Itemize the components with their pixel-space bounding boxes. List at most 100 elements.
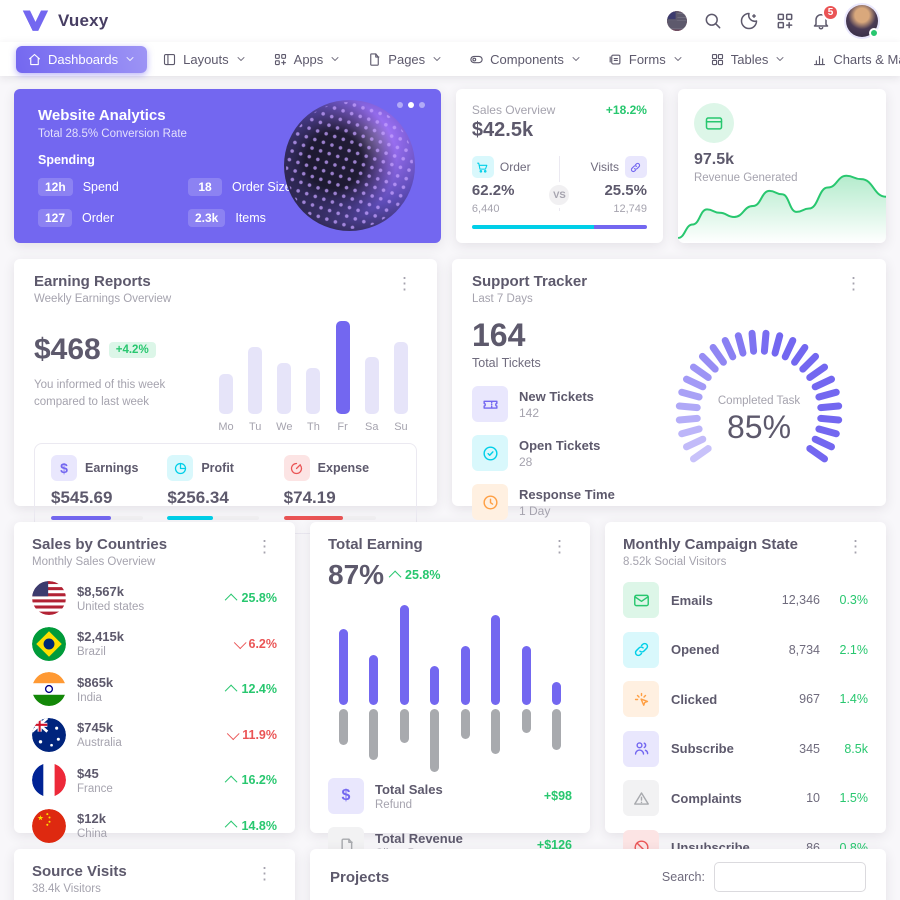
campaign-percent: 0.3% bbox=[839, 593, 869, 607]
country-change: 12.4% bbox=[224, 682, 277, 697]
expense-stat: Expense $74.19 bbox=[283, 455, 400, 520]
visits-count: 12,749 bbox=[613, 203, 647, 215]
earning-bar-pair bbox=[369, 603, 379, 760]
country-row-brazil: $2,415k Brazil 6.2% bbox=[32, 626, 277, 661]
campaign-percent: 2.1% bbox=[839, 642, 869, 657]
clock-icon bbox=[472, 484, 508, 520]
stat-value-chip: 18 bbox=[188, 178, 222, 196]
trend-chevron-icon bbox=[224, 820, 237, 834]
stat-value-chip: 2.3k bbox=[188, 209, 226, 227]
country-amount: $2,415k bbox=[77, 629, 124, 644]
campaign-percent: 1.4% bbox=[839, 692, 869, 706]
campaign-row-complaints: Complaints 10 1.5% bbox=[623, 780, 868, 816]
trend-chevron-icon bbox=[224, 593, 237, 606]
revenue-area-chart bbox=[677, 159, 886, 243]
trend-up-chevron-icon bbox=[388, 570, 402, 583]
nav-item-layouts[interactable]: Layouts bbox=[151, 46, 258, 73]
country-name: Australia bbox=[77, 737, 122, 749]
nav-item-apps[interactable]: Apps bbox=[262, 46, 353, 73]
note-line-1: You informed of this week bbox=[34, 379, 166, 392]
china-flag-icon bbox=[32, 808, 66, 843]
dark-mode-moon-icon[interactable] bbox=[738, 11, 759, 32]
nav-label: Apps bbox=[293, 51, 324, 67]
link-icon bbox=[624, 156, 647, 178]
kebab-menu-icon[interactable]: ⋮ bbox=[252, 863, 277, 884]
us-flag-icon bbox=[666, 11, 687, 31]
kebab-menu-icon[interactable]: ⋮ bbox=[547, 536, 572, 557]
kebab-menu-icon[interactable]: ⋮ bbox=[392, 273, 417, 294]
decorative-3d-sphere-image bbox=[283, 100, 415, 231]
nav-item-dashboards[interactable]: Dashboards bbox=[16, 45, 148, 73]
nav-item-tables[interactable]: Tables bbox=[699, 46, 798, 73]
user-avatar[interactable] bbox=[846, 5, 879, 38]
weekly-bar-We: We bbox=[274, 311, 294, 433]
kebab-menu-icon[interactable]: ⋮ bbox=[252, 536, 277, 557]
trend-chevron-icon bbox=[224, 684, 237, 697]
stat-order-size: 18 Order Size bbox=[188, 178, 338, 196]
order-visits-progress-bar bbox=[471, 225, 647, 229]
nav-item-charts-maps[interactable]: Charts & Maps bbox=[801, 46, 900, 73]
nav-item-pages[interactable]: Pages bbox=[356, 46, 454, 73]
total-tickets-label: Total Tickets bbox=[472, 356, 541, 370]
carousel-dot[interactable] bbox=[396, 102, 403, 108]
support-tracker-card: Support Tracker Last 7 Days ⋮ 164 Total … bbox=[452, 259, 886, 520]
stat-label: Expense bbox=[317, 461, 370, 475]
language-flag-icon[interactable] bbox=[666, 11, 687, 32]
campaign-value: 10 bbox=[806, 791, 820, 805]
completed-task-gauge: Completed Task 85% bbox=[652, 309, 866, 520]
notifications-bell-icon[interactable]: 5 bbox=[810, 3, 839, 32]
stat-spend: 12h Spend bbox=[38, 178, 188, 196]
order-column: Order 62.2% 6,440 bbox=[471, 156, 560, 215]
card-subtitle: Monthly Sales Overview bbox=[32, 556, 156, 568]
earning-bar-pair bbox=[399, 603, 409, 743]
card-title: Monthly Campaign State bbox=[623, 536, 799, 553]
order-percent: 62.2% bbox=[471, 182, 515, 199]
campaign-percent: 8.5k bbox=[844, 741, 868, 756]
country-change: 25.8% bbox=[224, 591, 277, 606]
chevron-down-icon bbox=[126, 57, 134, 61]
order-vs-visits: Order 62.2% 6,440 VS Visits 25.5% 12,74 bbox=[471, 156, 647, 215]
earnings-progress bbox=[51, 516, 111, 520]
nav-item-forms[interactable]: Forms bbox=[597, 46, 695, 73]
nav-label: Dashboards bbox=[48, 51, 119, 67]
country-change: 16.2% bbox=[224, 773, 277, 788]
country-row-china: $12k China 14.8% bbox=[32, 808, 277, 843]
row-value: +$98 bbox=[543, 789, 572, 803]
carousel-dot-active[interactable] bbox=[407, 102, 414, 108]
stat-amount: $74.19 bbox=[283, 488, 336, 507]
campaign-percent: 1.5% bbox=[839, 791, 869, 805]
stat-amount: $545.69 bbox=[51, 488, 113, 507]
cursor-click-icon bbox=[623, 681, 659, 717]
card-subtitle: Total 28.5% Conversion Rate bbox=[38, 128, 187, 140]
campaign-value: 8,734 bbox=[788, 642, 820, 657]
kebab-menu-icon[interactable]: ⋮ bbox=[841, 273, 866, 294]
country-percent: 14.8% bbox=[241, 818, 277, 833]
country-amount: $12k bbox=[77, 811, 106, 826]
projects-search-input[interactable] bbox=[714, 862, 866, 892]
item-value: 1 Day bbox=[519, 503, 551, 518]
search-icon[interactable] bbox=[702, 11, 723, 32]
country-percent: 16.2% bbox=[241, 773, 277, 787]
carousel-dot[interactable] bbox=[418, 102, 425, 108]
row-sublabel: Refund bbox=[375, 798, 413, 811]
country-change: 6.2% bbox=[233, 636, 277, 651]
chevron-down-icon bbox=[674, 57, 682, 61]
brand[interactable]: Vuexy bbox=[22, 10, 108, 32]
card-title: Earning Reports bbox=[34, 273, 151, 290]
cart-icon bbox=[471, 156, 494, 178]
campaign-label: Subscribe bbox=[671, 741, 734, 756]
earning-reports-card: Earning Reports Weekly Earnings Overview… bbox=[14, 259, 437, 534]
note-line-2: compared to last week bbox=[34, 396, 150, 408]
card-subtitle: Last 7 Days bbox=[472, 293, 533, 305]
change-badge: +4.2% bbox=[108, 342, 156, 359]
analytics-stats: 12h Spend 18 Order Size 127 Order 2.3k I… bbox=[38, 178, 417, 227]
campaign-list: Emails 12,346 0.3% Opened 8,734 2.1% bbox=[623, 582, 868, 866]
shortcuts-grid-icon[interactable] bbox=[774, 11, 795, 32]
nav-item-components[interactable]: Components bbox=[458, 46, 593, 73]
kebab-menu-icon[interactable]: ⋮ bbox=[843, 536, 868, 557]
earning-bar-pair bbox=[430, 603, 440, 772]
stat-label: Items bbox=[235, 211, 266, 225]
total-earning-change: 25.8% bbox=[388, 568, 441, 583]
total-earning-percent: 87% bbox=[328, 559, 385, 590]
country-name: United states bbox=[77, 600, 145, 613]
